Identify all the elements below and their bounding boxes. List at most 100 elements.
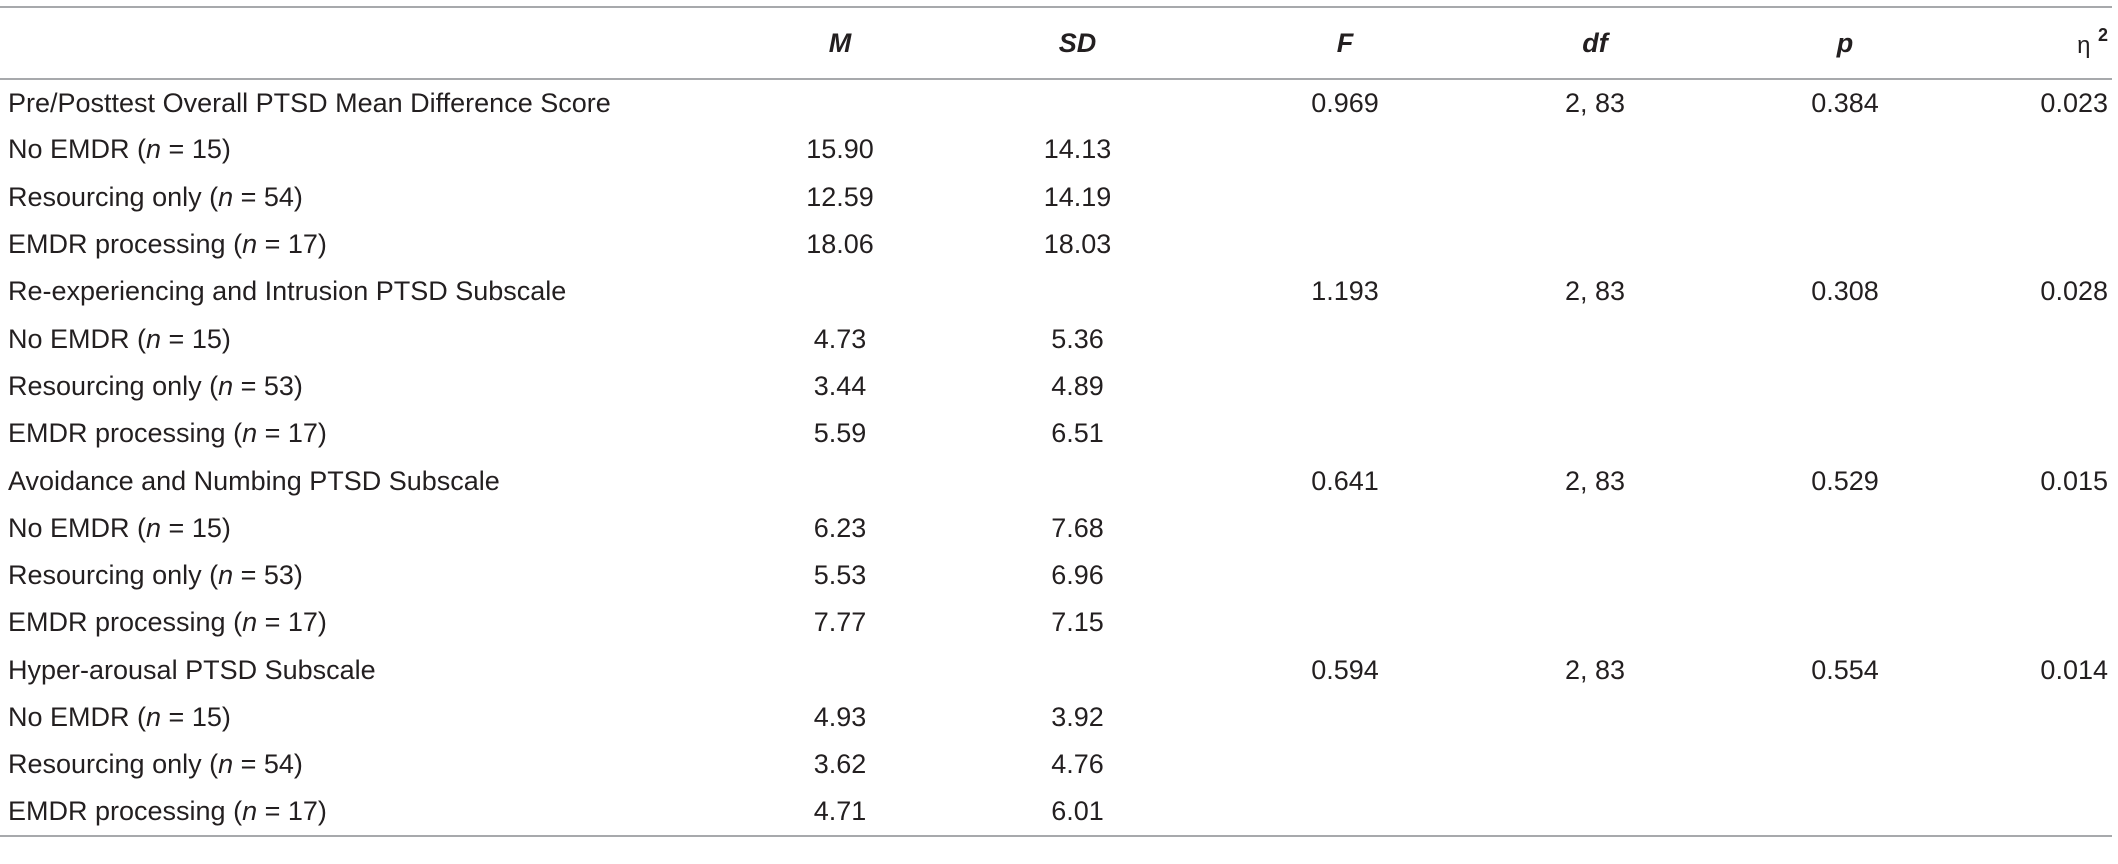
cell-p xyxy=(1720,599,1970,646)
row-label-count: = 17) xyxy=(257,607,327,638)
cell-p xyxy=(1720,788,1970,837)
row-label: Resourcing only (n = 53) xyxy=(0,363,745,410)
row-label-n: n xyxy=(242,607,258,638)
header-row: M SD F df p η 2 xyxy=(0,6,2112,80)
row-label-n: n xyxy=(242,796,258,827)
cell-f: 1.193 xyxy=(1311,276,1379,307)
row-label-count: = 15) xyxy=(161,323,231,354)
row-label-n: n xyxy=(218,181,234,212)
cell-f xyxy=(1220,221,1470,268)
cell-df xyxy=(1470,788,1720,837)
row-label-n: n xyxy=(146,702,162,732)
row-label: No EMDR (n = 15) xyxy=(0,126,745,173)
row-label-n: n xyxy=(218,370,234,401)
table-row: Avoidance and Numbing PTSD Subscale 0.641… xyxy=(0,457,2112,504)
cell-df xyxy=(1470,174,1720,221)
cell-m xyxy=(745,647,935,694)
cell-sd: 7.15 xyxy=(1051,607,1104,638)
cell-f xyxy=(1220,410,1470,457)
row-label-text: No EMDR ( xyxy=(8,512,147,543)
row-label-count: = 17) xyxy=(257,418,327,449)
cell-sd: 14.13 xyxy=(1043,134,1112,165)
cell-f xyxy=(1220,788,1470,837)
cell-p: 0.554 xyxy=(1811,654,1879,685)
row-label-n: n xyxy=(242,418,258,449)
cell-p xyxy=(1720,552,1970,599)
cell-m: 12.59 xyxy=(806,181,874,212)
cell-df xyxy=(1470,363,1720,410)
cell-f xyxy=(1220,505,1470,552)
row-label-count: = 17) xyxy=(257,796,327,827)
cell-df: 2, 83 xyxy=(1564,465,1626,496)
cell-sd xyxy=(935,79,1220,126)
table-row: EMDR processing (n = 17) 7.77 7.15 xyxy=(0,599,2112,646)
row-label-count: = 15) xyxy=(161,702,231,732)
row-label-text: EMDR processing ( xyxy=(8,229,243,260)
table-row: No EMDR (n = 15) 4.73 5.36 xyxy=(0,315,2112,362)
cell-eta-squared xyxy=(1970,315,2112,362)
cell-m: 15.90 xyxy=(806,134,874,165)
row-label: Resourcing only (n = 53) xyxy=(0,552,745,599)
row-label-text: Avoidance and Numbing PTSD Subscale xyxy=(8,465,500,496)
table-body: Pre/Posttest Overall PTSD Mean Differenc… xyxy=(0,79,2112,837)
table-row: Resourcing only (n = 53) 3.44 4.89 xyxy=(0,363,2112,410)
header-eta-squared: η 2 xyxy=(1970,6,2112,80)
cell-sd: 7.68 xyxy=(1051,512,1104,543)
row-label: No EMDR (n = 15) xyxy=(0,694,745,741)
table-row: EMDR processing (n = 17) 4.71 6.01 xyxy=(0,788,2112,837)
row-label-text: Pre/Posttest Overall PTSD Mean Differenc… xyxy=(8,87,611,118)
cell-df xyxy=(1470,315,1720,362)
eta-superscript: 2 xyxy=(2097,24,2108,45)
header-m: M xyxy=(745,6,935,80)
cell-p xyxy=(1720,741,1970,788)
cell-eta-squared xyxy=(1970,174,2112,221)
cell-f xyxy=(1220,694,1470,741)
row-label-text: Resourcing only ( xyxy=(8,370,219,401)
header-sd: SD xyxy=(935,6,1220,80)
cell-sd: 4.76 xyxy=(1051,749,1104,780)
row-label-n: n xyxy=(242,229,258,260)
cell-f xyxy=(1220,741,1470,788)
cell-m: 7.77 xyxy=(813,607,867,638)
cell-f xyxy=(1220,599,1470,646)
cell-sd: 14.19 xyxy=(1043,181,1112,212)
cell-m: 6.23 xyxy=(813,512,867,543)
cell-m: 18.06 xyxy=(806,229,874,260)
cell-m xyxy=(745,457,935,504)
cell-sd: 5.36 xyxy=(1051,323,1104,354)
table-row: No EMDR (n = 15) 15.90 14.13 xyxy=(0,126,2112,173)
row-label-n: n xyxy=(218,749,234,780)
cell-eta-squared xyxy=(1970,505,2112,552)
cell-df xyxy=(1470,505,1720,552)
table-row: No EMDR (n = 15) 4.93 3.92 xyxy=(0,694,2112,741)
cell-df: 2, 83 xyxy=(1564,276,1626,307)
cell-eta-squared xyxy=(1970,410,2112,457)
row-label-count: = 53) xyxy=(233,370,303,401)
row-label-text: No EMDR ( xyxy=(8,702,147,732)
cell-eta-squared xyxy=(1970,741,2112,788)
cell-sd: 6.01 xyxy=(935,788,1220,837)
cell-m: 4.93 xyxy=(813,702,867,732)
table-row: Hyper-arousal PTSD Subscale 0.594 2, 83 0.5… xyxy=(0,647,2112,694)
row-label: EMDR processing (n = 17) xyxy=(0,221,745,268)
row-label-text: Resourcing only ( xyxy=(8,749,219,780)
cell-df xyxy=(1470,221,1720,268)
cell-f: 0.641 xyxy=(1311,465,1379,496)
anova-results-table: M SD F df p η 2 Pre/Posttest Overall PTS… xyxy=(0,6,2112,837)
row-label-text: Resourcing only ( xyxy=(8,560,219,591)
cell-df: 2, 83 xyxy=(1564,87,1626,118)
cell-df: 2, 83 xyxy=(1564,654,1626,685)
row-label: Avoidance and Numbing PTSD Subscale xyxy=(0,457,745,504)
cell-sd xyxy=(935,647,1220,694)
row-label: EMDR processing (n = 17) xyxy=(0,788,745,837)
header-f: F xyxy=(1220,6,1470,80)
row-label: EMDR processing (n = 17) xyxy=(0,410,745,457)
header-df: df xyxy=(1470,6,1720,80)
cell-df xyxy=(1470,741,1720,788)
cell-df xyxy=(1470,694,1720,741)
cell-p xyxy=(1720,315,1970,362)
row-label-text: EMDR processing ( xyxy=(8,607,243,638)
cell-sd: 4.89 xyxy=(1051,370,1104,401)
cell-sd: 3.92 xyxy=(1051,702,1104,732)
row-label: EMDR processing (n = 17) xyxy=(0,599,745,646)
